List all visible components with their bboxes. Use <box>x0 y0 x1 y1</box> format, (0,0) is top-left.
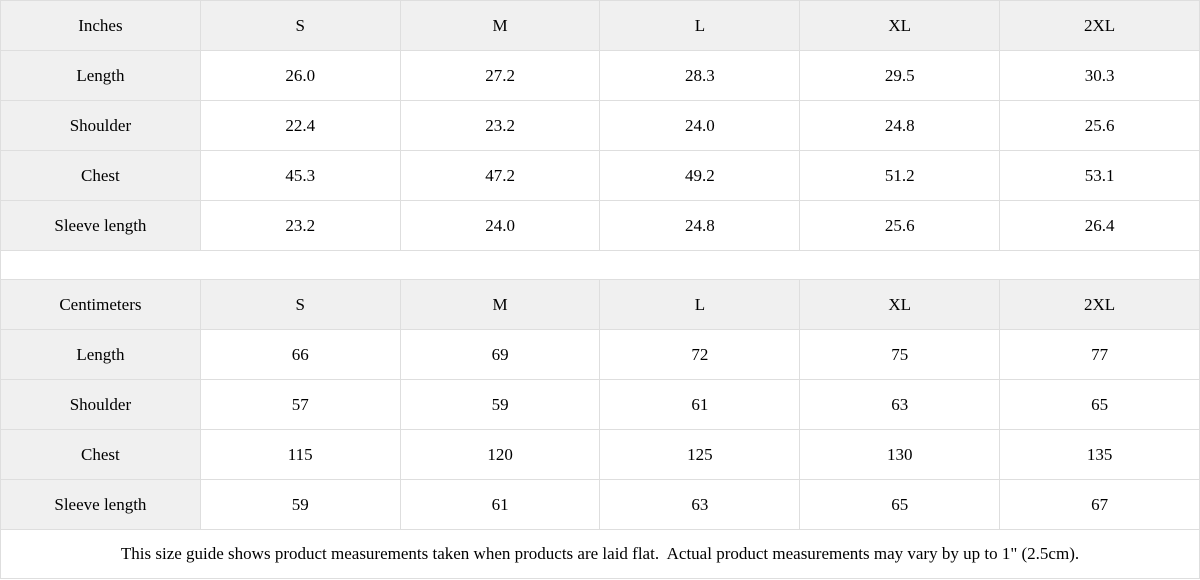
size-value-cell: 27.2 <box>399 50 601 101</box>
size-value-cell: 63 <box>799 379 1001 430</box>
measurement-label-cell: Chest <box>0 150 201 201</box>
measurement-label-cell: Length <box>0 50 201 101</box>
table-row: Shoulder 22.4 23.2 24.0 24.8 25.6 <box>0 100 1200 151</box>
footer-row: This size guide shows product measuremen… <box>0 529 1200 579</box>
size-value-cell: 135 <box>999 429 1200 480</box>
size-value-cell: 26.4 <box>999 200 1200 251</box>
size-value-cell: 66 <box>199 329 401 380</box>
spacer-cell <box>0 250 1200 280</box>
measurement-label-cell: Shoulder <box>0 379 201 430</box>
measurement-label-cell: Chest <box>0 429 201 480</box>
measurement-label-cell: Length <box>0 329 201 380</box>
size-value-cell: 24.0 <box>399 200 601 251</box>
size-value-cell: 67 <box>999 479 1200 530</box>
unit-header-cell: Centimeters <box>0 279 201 330</box>
size-value-cell: 57 <box>199 379 401 430</box>
size-value-cell: 29.5 <box>799 50 1001 101</box>
size-header-cell: M <box>399 0 601 51</box>
size-guide-note: This size guide shows product measuremen… <box>0 529 1200 579</box>
inches-header-row: Inches S M L XL 2XL <box>0 0 1200 51</box>
size-value-cell: 59 <box>399 379 601 430</box>
table-row: Shoulder 57 59 61 63 65 <box>0 379 1200 430</box>
table-row: Sleeve length 23.2 24.0 24.8 25.6 26.4 <box>0 200 1200 251</box>
centimeters-header-row: Centimeters S M L XL 2XL <box>0 279 1200 330</box>
size-value-cell: 49.2 <box>599 150 801 201</box>
size-value-cell: 23.2 <box>199 200 401 251</box>
size-value-cell: 51.2 <box>799 150 1001 201</box>
size-value-cell: 63 <box>599 479 801 530</box>
size-value-cell: 53.1 <box>999 150 1200 201</box>
size-value-cell: 25.6 <box>799 200 1001 251</box>
size-header-cell: S <box>199 279 401 330</box>
size-value-cell: 24.8 <box>599 200 801 251</box>
table-row: Chest 45.3 47.2 49.2 51.2 53.1 <box>0 150 1200 201</box>
size-value-cell: 24.0 <box>599 100 801 151</box>
size-header-cell: 2XL <box>999 279 1200 330</box>
table-row: Length 66 69 72 75 77 <box>0 329 1200 380</box>
size-header-cell: L <box>599 0 801 51</box>
size-value-cell: 26.0 <box>199 50 401 101</box>
size-header-cell: XL <box>799 279 1001 330</box>
size-value-cell: 45.3 <box>199 150 401 201</box>
size-value-cell: 24.8 <box>799 100 1001 151</box>
size-value-cell: 65 <box>999 379 1200 430</box>
table-row: Sleeve length 59 61 63 65 67 <box>0 479 1200 530</box>
measurement-label-cell: Sleeve length <box>0 200 201 251</box>
table-row: Chest 115 120 125 130 135 <box>0 429 1200 480</box>
size-value-cell: 130 <box>799 429 1001 480</box>
size-header-cell: M <box>399 279 601 330</box>
size-header-cell: S <box>199 0 401 51</box>
size-value-cell: 75 <box>799 329 1001 380</box>
size-header-cell: XL <box>799 0 1001 51</box>
table-row: Length 26.0 27.2 28.3 29.5 30.3 <box>0 50 1200 101</box>
size-value-cell: 61 <box>399 479 601 530</box>
size-value-cell: 69 <box>399 329 601 380</box>
inches-section: Inches S M L XL 2XL Length 26.0 27.2 28.… <box>0 0 1200 251</box>
size-value-cell: 115 <box>199 429 401 480</box>
size-value-cell: 72 <box>599 329 801 380</box>
measurement-label-cell: Sleeve length <box>0 479 201 530</box>
size-value-cell: 23.2 <box>399 100 601 151</box>
unit-header-cell: Inches <box>0 0 201 51</box>
size-value-cell: 25.6 <box>999 100 1200 151</box>
size-header-cell: 2XL <box>999 0 1200 51</box>
size-value-cell: 47.2 <box>399 150 601 201</box>
size-value-cell: 30.3 <box>999 50 1200 101</box>
size-value-cell: 59 <box>199 479 401 530</box>
size-value-cell: 125 <box>599 429 801 480</box>
measurement-label-cell: Shoulder <box>0 100 201 151</box>
centimeters-section: Centimeters S M L XL 2XL Length 66 69 72… <box>0 279 1200 530</box>
size-value-cell: 28.3 <box>599 50 801 101</box>
spacer-row <box>0 250 1200 280</box>
size-value-cell: 22.4 <box>199 100 401 151</box>
size-header-cell: L <box>599 279 801 330</box>
size-value-cell: 77 <box>999 329 1200 380</box>
section-spacer <box>0 250 1200 280</box>
size-value-cell: 65 <box>799 479 1001 530</box>
size-value-cell: 61 <box>599 379 801 430</box>
footer-section: This size guide shows product measuremen… <box>0 529 1200 579</box>
size-value-cell: 120 <box>399 429 601 480</box>
